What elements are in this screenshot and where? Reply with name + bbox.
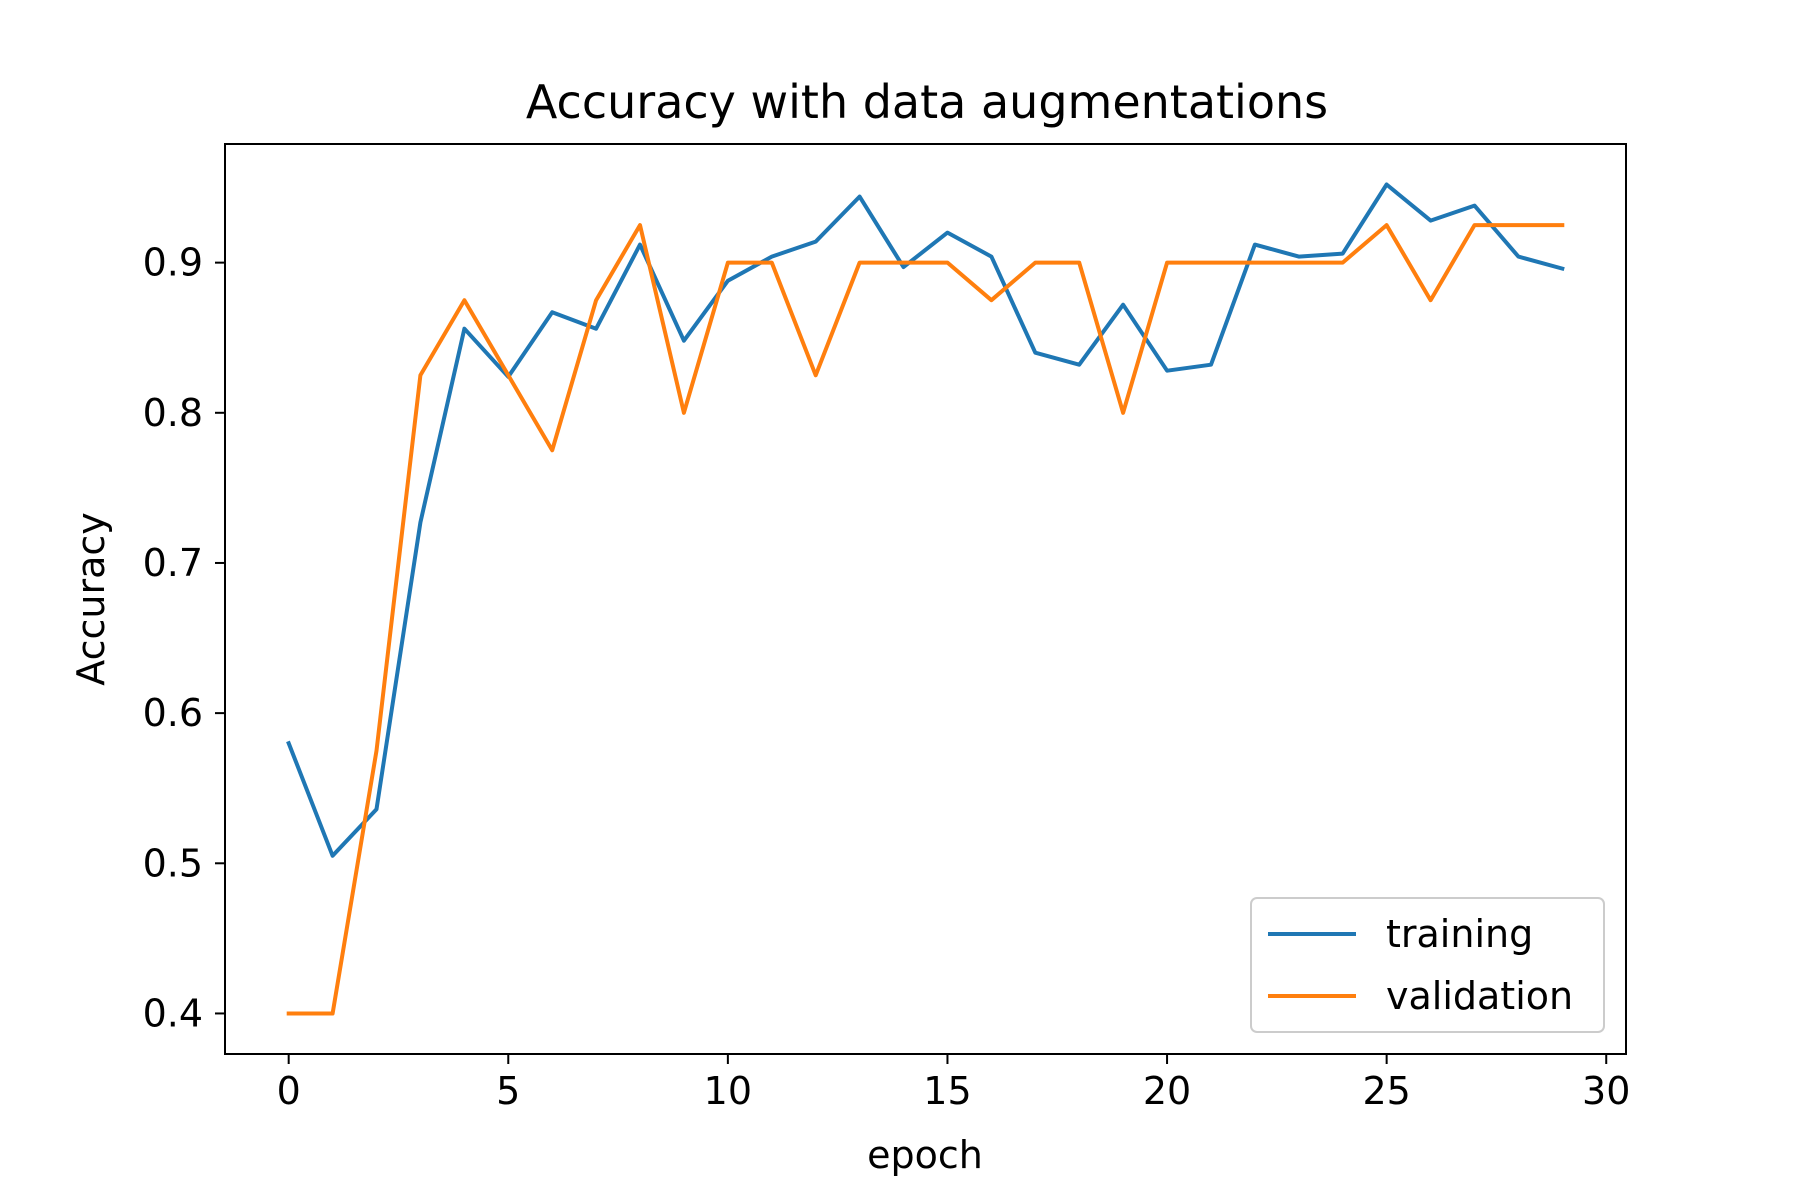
x-tick-label: 5 <box>496 1069 520 1113</box>
series-line-training <box>286 182 1565 858</box>
series-line-validation <box>286 223 1565 1016</box>
plot-frame <box>224 143 1627 1055</box>
x-tick-label: 15 <box>923 1069 971 1113</box>
chart-title: Accuracy with data augmentations <box>526 75 1328 129</box>
x-tick-label: 0 <box>277 1069 301 1113</box>
y-tick-label: 0.8 <box>143 391 203 435</box>
y-tick-label: 0.4 <box>143 991 203 1035</box>
y-tick-label: 0.7 <box>143 541 203 585</box>
x-tick-label: 20 <box>1143 1069 1191 1113</box>
y-tick-label: 0.9 <box>143 241 203 285</box>
plot-area <box>286 182 1565 1016</box>
legend: training validation <box>1250 897 1605 1033</box>
legend-label-training: training <box>1386 912 1533 956</box>
y-axis: 0.4 0.5 0.6 0.7 0.8 0.9 <box>143 241 225 1035</box>
y-tick-label: 0.6 <box>143 691 203 735</box>
y-tick-label: 0.5 <box>143 841 203 885</box>
legend-label-validation: validation <box>1386 974 1573 1018</box>
x-axis-label: epoch <box>867 1133 983 1177</box>
y-axis-label: Accuracy <box>69 512 113 686</box>
legend-box <box>1250 897 1605 1033</box>
x-tick-label: 30 <box>1582 1069 1630 1113</box>
x-axis: 0 5 10 15 20 25 30 <box>277 1054 1630 1113</box>
x-tick-label: 10 <box>704 1069 752 1113</box>
x-tick-label: 25 <box>1362 1069 1410 1113</box>
